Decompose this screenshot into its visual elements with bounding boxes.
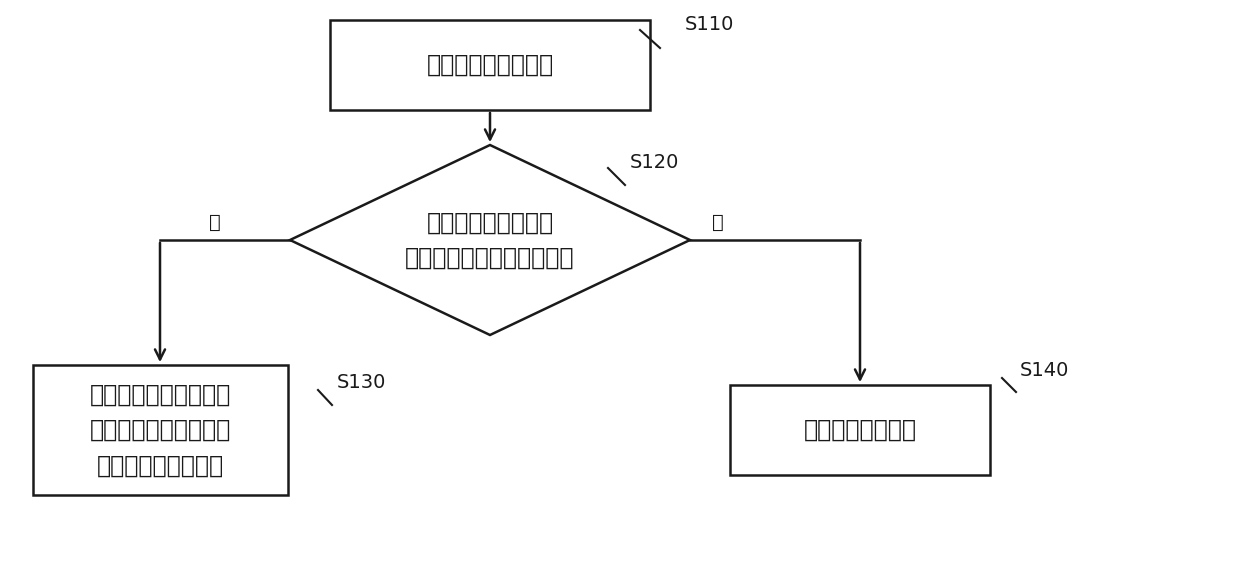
- Text: 是: 是: [210, 212, 221, 232]
- Polygon shape: [290, 145, 689, 335]
- Text: S110: S110: [684, 15, 734, 34]
- Text: S140: S140: [1021, 361, 1069, 381]
- Text: S130: S130: [337, 374, 387, 392]
- Text: 否: 否: [712, 212, 724, 232]
- Text: S120: S120: [630, 152, 680, 172]
- Text: 关闭脱手监测控制，并
生成一警示信息用以警
示驾驶员控制方向盘: 关闭脱手监测控制，并 生成一警示信息用以警 示驾驶员控制方向盘: [89, 383, 231, 477]
- Text: 采集道路不平度数据: 采集道路不平度数据: [427, 53, 553, 77]
- Text: 判断所述道路不平度
数据是否达到不平度阈値？: 判断所述道路不平度 数据是否达到不平度阈値？: [405, 210, 575, 270]
- Bar: [330, 20, 650, 110]
- Bar: [730, 385, 990, 475]
- Text: 启动脱手监测控制: 启动脱手监测控制: [804, 418, 916, 442]
- Bar: [32, 365, 288, 495]
